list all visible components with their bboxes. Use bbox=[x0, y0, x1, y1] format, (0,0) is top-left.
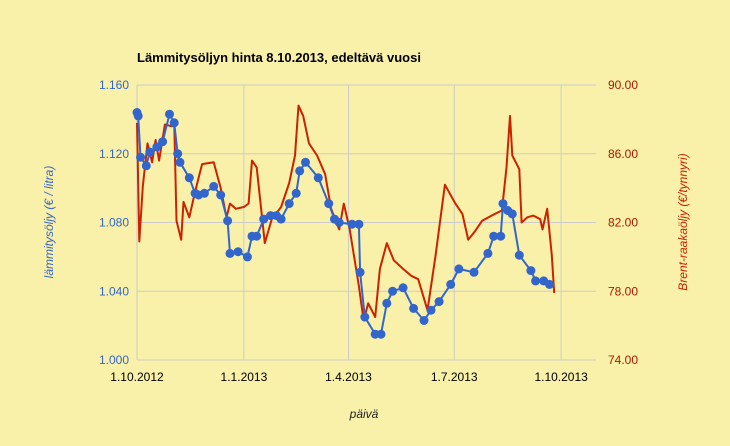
data-point bbox=[426, 305, 436, 315]
data-point bbox=[531, 276, 541, 286]
series-brent bbox=[136, 104, 556, 322]
y-left-tick-label: 1.080 bbox=[99, 216, 129, 230]
data-point bbox=[173, 149, 183, 159]
data-point bbox=[242, 252, 252, 262]
data-point bbox=[233, 247, 243, 257]
data-point bbox=[355, 267, 365, 277]
x-axis-label: päivä bbox=[349, 407, 379, 421]
data-point bbox=[313, 173, 323, 183]
data-point bbox=[133, 111, 143, 121]
data-point bbox=[276, 214, 286, 224]
y-left-tick-label: 1.120 bbox=[99, 147, 129, 161]
data-point bbox=[175, 157, 185, 167]
data-point bbox=[259, 214, 269, 224]
data-point bbox=[360, 312, 370, 322]
data-point bbox=[301, 157, 310, 167]
data-point bbox=[136, 152, 145, 162]
series-heating-oil bbox=[132, 108, 554, 339]
series-layer bbox=[132, 104, 556, 339]
y-right-tick-label: 74.00 bbox=[608, 353, 638, 367]
data-point bbox=[158, 137, 168, 147]
data-point bbox=[514, 250, 524, 260]
data-point bbox=[483, 248, 493, 258]
data-point bbox=[454, 264, 464, 274]
data-point bbox=[165, 109, 174, 119]
data-point bbox=[324, 199, 334, 209]
x-tick-label: 1.7.2013 bbox=[431, 370, 478, 384]
data-point bbox=[507, 209, 517, 219]
grid bbox=[136, 84, 596, 361]
data-point bbox=[498, 199, 508, 209]
series-line bbox=[136, 104, 556, 322]
data-point bbox=[145, 147, 155, 157]
data-point bbox=[347, 219, 357, 229]
data-point bbox=[284, 199, 294, 209]
data-point bbox=[354, 219, 364, 229]
data-point bbox=[209, 181, 219, 191]
y-left-tick-label: 1.000 bbox=[99, 353, 129, 367]
data-point bbox=[252, 231, 262, 241]
data-point bbox=[419, 316, 429, 325]
data-point bbox=[388, 286, 398, 296]
data-point bbox=[526, 266, 536, 276]
x-tick-label: 1.1.2013 bbox=[221, 370, 268, 384]
y-axis-left-label: lämmitysöljy (€ / litra) bbox=[42, 166, 56, 279]
y-right-tick-label: 90.00 bbox=[608, 78, 638, 92]
data-point bbox=[376, 329, 386, 339]
data-point bbox=[398, 283, 408, 293]
data-point bbox=[223, 216, 233, 226]
chart-title: Lämmitysöljyn hinta 8.10.2013, edeltävä … bbox=[137, 50, 421, 65]
data-point bbox=[409, 303, 419, 313]
data-point bbox=[489, 231, 499, 241]
data-point bbox=[469, 267, 479, 277]
data-point bbox=[295, 166, 305, 176]
x-tick-label: 1.4.2013 bbox=[325, 370, 372, 384]
data-point bbox=[169, 118, 179, 128]
y-left-tick-label: 1.040 bbox=[99, 284, 129, 298]
data-point bbox=[225, 248, 235, 258]
data-point bbox=[152, 142, 162, 152]
data-point bbox=[545, 279, 554, 289]
data-point bbox=[141, 161, 151, 171]
y-right-tick-label: 86.00 bbox=[608, 147, 638, 161]
y-axis-right-label: Brent-raakaöljy (€/tynnyri) bbox=[676, 153, 690, 290]
y-right-tick-label: 78.00 bbox=[608, 284, 638, 298]
data-point bbox=[291, 188, 301, 198]
data-point bbox=[199, 188, 209, 198]
data-point bbox=[496, 231, 506, 241]
data-point bbox=[446, 279, 456, 289]
axis-ticks: 1.000 74.00 1.040 78.00 1.080 82.00 1.120 86.00… bbox=[99, 78, 638, 384]
data-point bbox=[382, 298, 392, 308]
data-point bbox=[434, 297, 444, 307]
data-point bbox=[184, 173, 194, 183]
y-left-tick-label: 1.160 bbox=[99, 78, 129, 92]
x-tick-label: 1.10.2012 bbox=[110, 370, 164, 384]
data-point bbox=[216, 190, 226, 200]
data-point bbox=[334, 218, 344, 227]
x-tick-label: 1.10.2013 bbox=[534, 370, 588, 384]
y-right-tick-label: 82.00 bbox=[608, 216, 638, 230]
